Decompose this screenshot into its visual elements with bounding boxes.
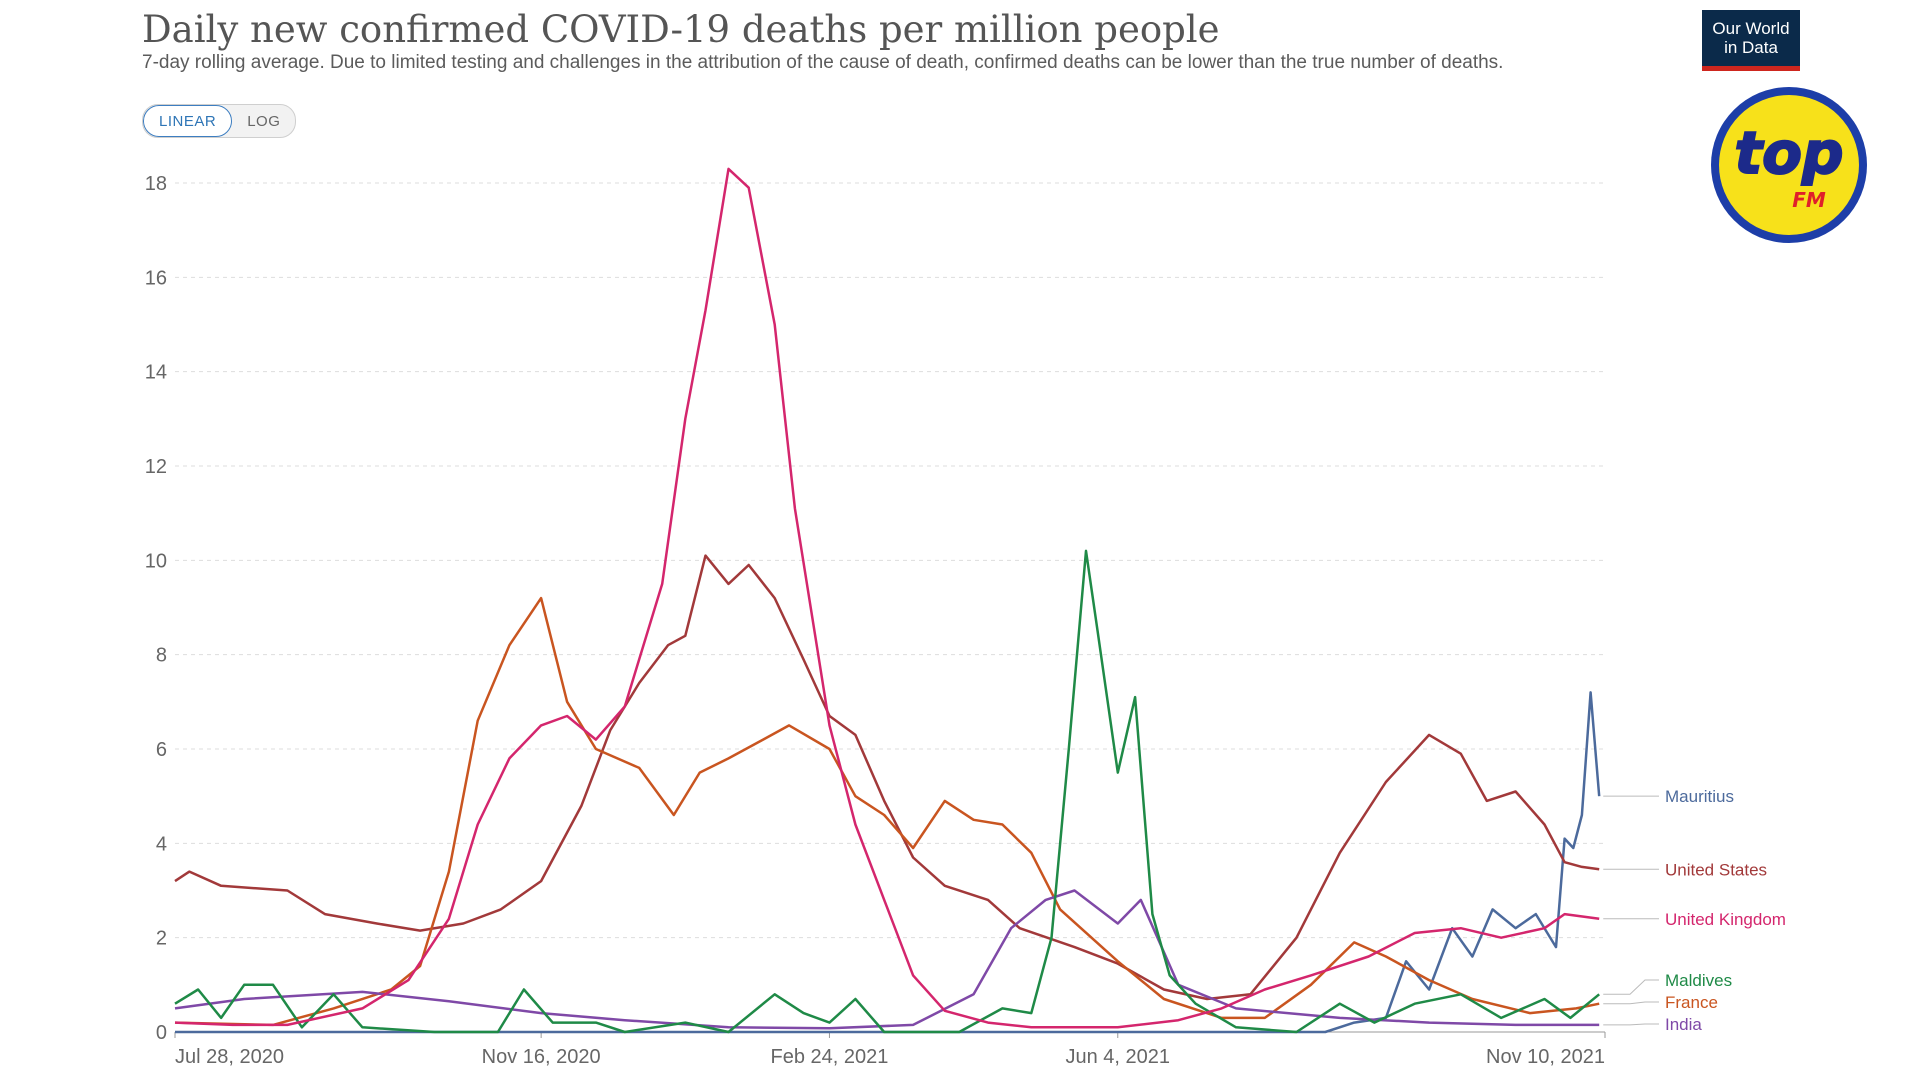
legend: Mauritius United States United Kingdom Mald… [1603, 787, 1786, 1034]
y-tick-label: 14 [145, 362, 167, 384]
x-axis: Jul 28, 2020 Nov 16, 2020 Feb 24, 2021 Jun … [174, 1031, 1606, 1068]
chart-subtitle: 7-day rolling average. Due to limited te… [142, 52, 1504, 73]
legend-label-united-states[interactable]: United States [1665, 860, 1767, 879]
y-tick-label: 2 [156, 928, 167, 950]
y-tick-label: 0 [156, 1022, 167, 1044]
log-scale-button[interactable]: LOG [247, 112, 281, 130]
series-line-maldives[interactable] [174, 549, 1600, 1034]
x-tick-label: Feb 24, 2021 [771, 1046, 889, 1068]
x-tick-label: Nov 16, 2020 [482, 1046, 601, 1068]
series-line-united-states[interactable] [174, 554, 1600, 1001]
scale-toggle: LINEAR LOG [142, 104, 297, 138]
badge-text: top [1734, 119, 1843, 187]
legend-leader-line [1603, 1001, 1659, 1005]
series-line-france[interactable] [174, 596, 1600, 1027]
badge-disc [1719, 95, 1859, 235]
series-line-united-kingdom[interactable] [174, 167, 1600, 1029]
legend-leader-line [1603, 1023, 1659, 1026]
y-tick-label: 8 [156, 645, 167, 667]
logo-line-2: in Data [1724, 38, 1778, 57]
linear-scale-button[interactable]: LINEAR [143, 105, 233, 137]
y-tick-label: 4 [156, 833, 167, 855]
legend-leader-line [1603, 979, 1659, 995]
x-tick-label: Jun 4, 2021 [1065, 1046, 1170, 1068]
legend-label-united-kingdom[interactable]: United Kingdom [1665, 910, 1786, 929]
chart-title: Daily new confirmed COVID-19 deaths per … [142, 8, 1220, 51]
top-fm-badge: top FM [1711, 87, 1867, 243]
y-tick-label: 10 [145, 550, 167, 572]
legend-label-india[interactable]: India [1665, 1015, 1702, 1034]
y-tick-label: 12 [145, 456, 167, 478]
legend-label-mauritius[interactable]: Mauritius [1665, 787, 1734, 806]
grid: 0 2 4 6 8 10 12 14 16 18 [145, 173, 1605, 1044]
y-tick-label: 6 [156, 739, 167, 761]
our-world-in-data-logo[interactable]: Our World in Data [1702, 10, 1800, 71]
series-lines [174, 167, 1601, 1034]
x-tick-label: Jul 28, 2020 [175, 1046, 284, 1068]
logo-line-1: Our World [1712, 19, 1790, 38]
y-tick-label: 16 [145, 267, 167, 289]
series-line-india[interactable] [174, 889, 1600, 1030]
series-line-mauritius[interactable] [175, 691, 1601, 1034]
legend-label-france[interactable]: France [1665, 993, 1718, 1012]
legend-label-maldives[interactable]: Maldives [1665, 971, 1732, 990]
badge-subtext: FM [1792, 188, 1826, 212]
x-tick-label: Nov 10, 2021 [1486, 1046, 1605, 1068]
y-tick-label: 18 [145, 173, 167, 195]
